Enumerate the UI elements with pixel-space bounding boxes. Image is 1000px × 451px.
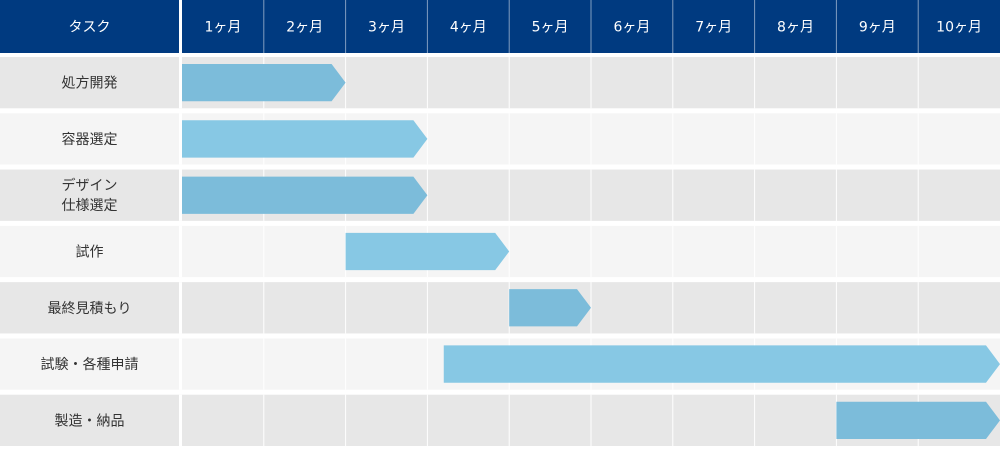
task-row — [0, 394, 1000, 446]
task-label: 容器選定 — [62, 131, 118, 148]
task-label: 最終見積もり — [48, 301, 132, 317]
header-month-label: 7ヶ月 — [695, 20, 732, 36]
header-month-label: 10ヶ月 — [936, 20, 982, 36]
task-label: 処方開発 — [62, 76, 118, 92]
task-label: デザイン — [62, 177, 118, 194]
header-bar — [0, 0, 1000, 53]
task-row — [0, 169, 1000, 221]
row-divider — [179, 113, 182, 165]
row-divider — [179, 225, 182, 278]
task-label: 製造・納品 — [55, 413, 125, 429]
task-bar — [182, 120, 428, 158]
header-month-label: 2ヶ月 — [286, 20, 323, 36]
task-bar — [182, 176, 428, 214]
task-label: 試験・各種申請 — [41, 357, 139, 373]
row-divider — [179, 282, 182, 334]
header-month-label: 5ヶ月 — [532, 20, 569, 36]
task-bar — [182, 64, 346, 102]
row-divider — [179, 169, 182, 221]
header-month-label: 1ヶ月 — [204, 20, 241, 36]
task-label: 仕様選定 — [62, 198, 118, 214]
row-divider — [179, 394, 182, 446]
header-month-label: 3ヶ月 — [368, 20, 405, 36]
header-task-label: タスク — [69, 20, 111, 36]
task-bar — [345, 232, 510, 271]
row-divider — [179, 57, 182, 109]
task-bar — [509, 289, 591, 327]
task-bar — [443, 345, 1000, 383]
header-month-label: 9ヶ月 — [859, 20, 896, 36]
task-bar — [836, 401, 1000, 439]
task-label: 試作 — [76, 245, 104, 261]
task-row — [0, 282, 1000, 334]
header-divider — [179, 0, 182, 53]
task-row — [0, 57, 1000, 109]
header-month-label: 6ヶ月 — [613, 20, 650, 36]
row-divider — [179, 338, 182, 390]
task-row — [0, 113, 1000, 165]
header-month-label: 4ヶ月 — [450, 20, 487, 36]
header-month-label: 8ヶ月 — [777, 20, 814, 36]
